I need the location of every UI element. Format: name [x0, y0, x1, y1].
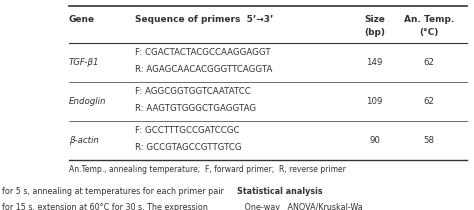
Text: R: AGAGCAACACGGGTTCAGGTA: R: AGAGCAACACGGGTTCAGGTA — [135, 65, 273, 74]
Text: 62: 62 — [423, 97, 435, 106]
Text: 62: 62 — [423, 58, 435, 67]
Text: Statistical analysis: Statistical analysis — [237, 187, 323, 196]
Text: β-actin: β-actin — [69, 136, 99, 145]
Text: 90: 90 — [369, 136, 380, 145]
Text: Gene: Gene — [69, 15, 95, 24]
Text: One-way   ANOVA/Kruskal-Wa: One-way ANOVA/Kruskal-Wa — [237, 203, 363, 210]
Text: 58: 58 — [423, 136, 435, 145]
Text: An.Temp., annealing temperature;  F, forward primer;  R, reverse primer: An.Temp., annealing temperature; F, forw… — [69, 165, 346, 174]
Text: F: CGACTACTACGCCAAGGAGGT: F: CGACTACTACGCCAAGGAGGT — [135, 48, 271, 57]
Text: An. Temp.: An. Temp. — [404, 15, 454, 24]
Text: Size: Size — [364, 15, 385, 24]
Text: 109: 109 — [366, 97, 383, 106]
Text: (bp): (bp) — [364, 28, 385, 37]
Text: for 5 s, annealing at temperatures for each primer pair: for 5 s, annealing at temperatures for e… — [2, 187, 224, 196]
Text: Sequence of primers  5’→3’: Sequence of primers 5’→3’ — [135, 15, 273, 24]
Text: R: GCCGTAGCCGTTGTCG: R: GCCGTAGCCGTTGTCG — [135, 143, 242, 152]
Text: (°C): (°C) — [419, 28, 438, 37]
Text: R: AAGTGTGGGCTGAGGTAG: R: AAGTGTGGGCTGAGGTAG — [135, 104, 256, 113]
Text: F: AGGCGGTGGTCAATATCC: F: AGGCGGTGGTCAATATCC — [135, 87, 251, 96]
Text: 149: 149 — [366, 58, 383, 67]
Text: Endoglin: Endoglin — [69, 97, 106, 106]
Text: TGF-β1: TGF-β1 — [69, 58, 99, 67]
Text: F: GCCTTTGCCGATCCGC: F: GCCTTTGCCGATCCGC — [135, 126, 239, 135]
Text: for 15 s, extension at 60°C for 30 s. The expression: for 15 s, extension at 60°C for 30 s. Th… — [2, 203, 208, 210]
